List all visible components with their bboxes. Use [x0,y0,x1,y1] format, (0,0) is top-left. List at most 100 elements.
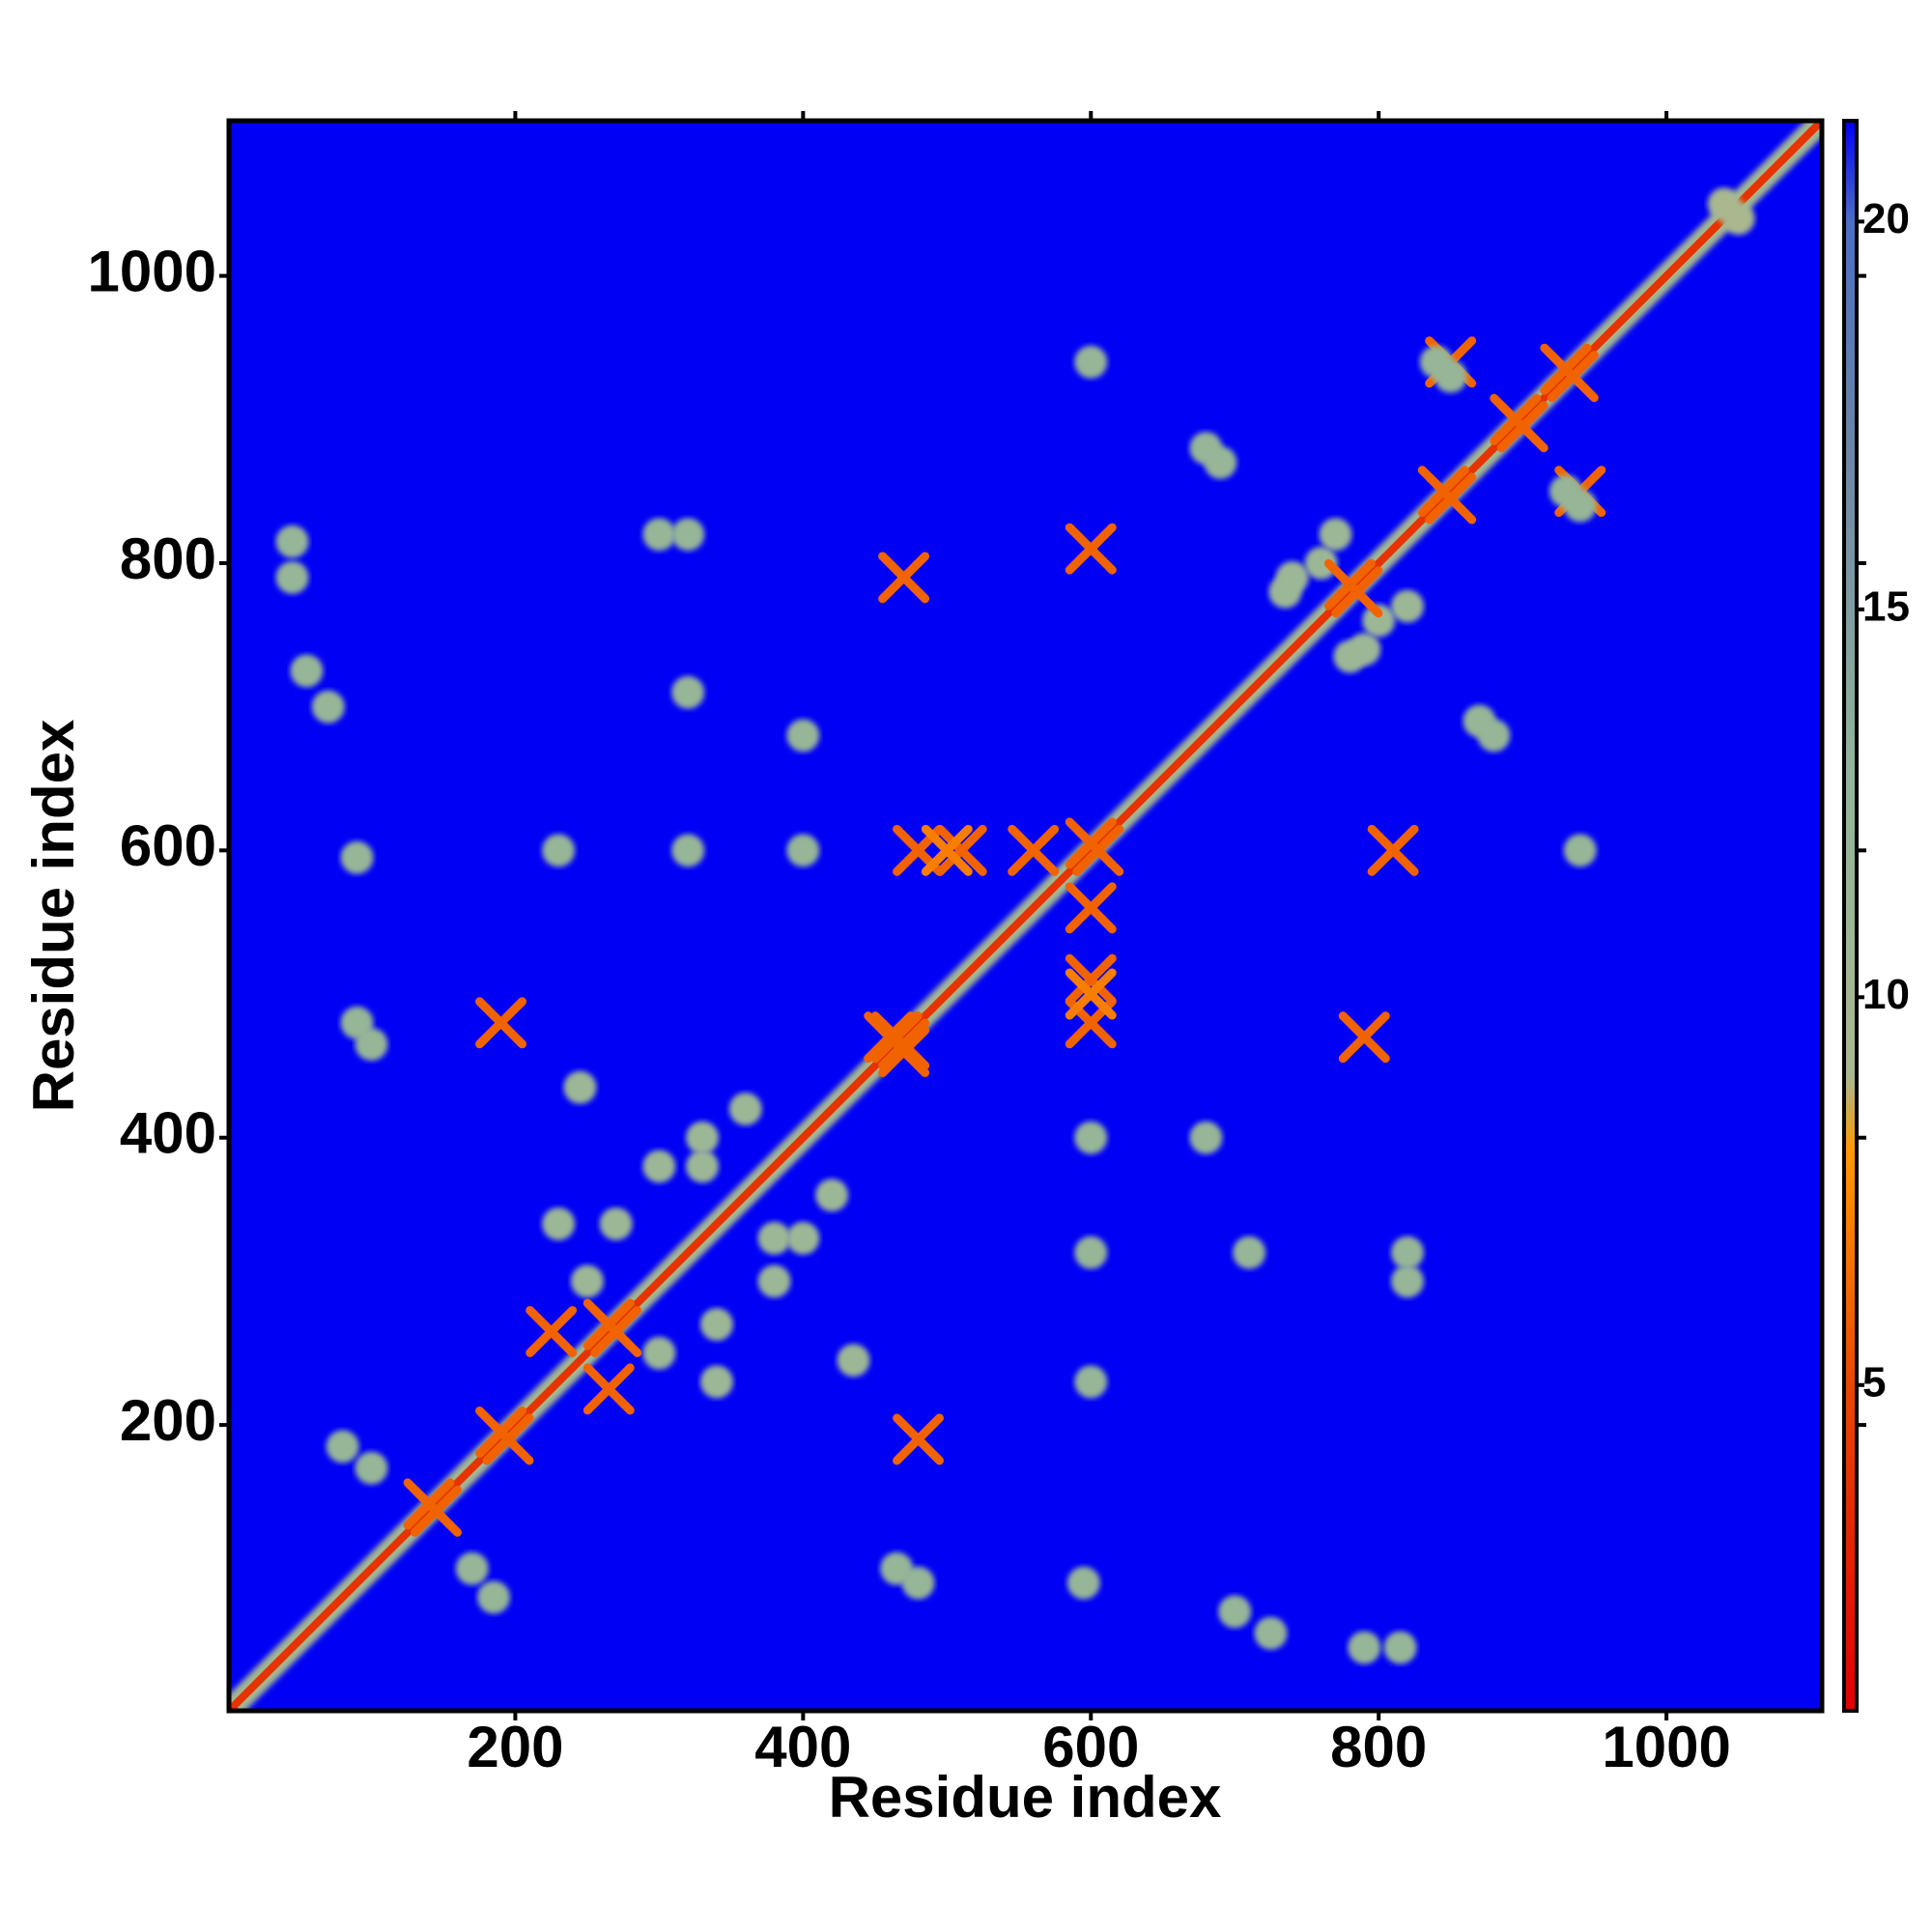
contact-cross [590,1305,642,1357]
contact-blob [1218,1595,1252,1629]
contact-blob [1419,345,1453,379]
plot-frame [226,118,1825,1714]
contact-blob [1721,202,1755,236]
colorbar-tick-label: 15 [1862,582,1910,630]
contact-blob [880,1551,914,1585]
contact-blob [355,1451,388,1485]
contact-blob [355,1028,388,1062]
contact-blob [455,1551,489,1585]
contact-blob [1319,518,1352,552]
y-tick-label: 400 [120,1101,216,1166]
contact-cross [1331,566,1383,618]
contact-blob [1390,1264,1424,1298]
contact-blob [1383,1631,1417,1664]
contact-cross [411,1485,463,1537]
contact-blob [1348,633,1381,667]
contact-blob [542,834,576,867]
contact-blob [563,1070,597,1104]
colorbar-tick-label: 20 [1862,195,1910,242]
contact-cross [1065,523,1117,575]
colorbar-tick-label: 10 [1862,971,1910,1018]
contact-cross [1338,1011,1390,1064]
contact-blob [1362,604,1396,638]
contact-blob [1390,1236,1424,1269]
contact-blob [542,1207,576,1240]
contact-cross [582,1363,635,1415]
contact-cross [1072,824,1124,876]
y-tick-label: 600 [120,813,216,878]
contact-blob [1390,589,1424,623]
contact-blob [1074,1236,1108,1269]
contact-blob [477,1580,511,1614]
contact-blob [686,1121,720,1154]
contact-blob [671,675,705,709]
contact-blob [1563,489,1597,523]
contact-blob [1066,1566,1100,1600]
contact-blob [699,1308,733,1342]
contact-cross [1367,824,1419,876]
contact-blob [757,1264,791,1298]
contact-blob [290,654,324,688]
contact-blob [786,834,820,867]
x-tick-label: 200 [467,1715,563,1779]
contact-cross [1065,882,1117,934]
y-tick-label: 200 [120,1388,216,1453]
contact-blob [728,1092,762,1125]
contact-cross [1547,351,1599,403]
contact-cross [1496,401,1548,453]
contact-cross [482,1413,534,1465]
contact-cross [878,1026,930,1078]
x-tick-label: 600 [1042,1715,1139,1779]
contact-blob [642,1150,676,1183]
contact-blob [599,1207,633,1240]
x-axis-title: Residue index [829,1765,1222,1830]
contact-blob [1348,1631,1381,1664]
contact-blob [1074,1121,1108,1154]
contact-blob [1074,345,1108,379]
map-layer [229,121,1822,1711]
contact-blob [786,719,820,753]
contact-blob [1463,704,1496,738]
contact-blob [642,518,676,552]
x-tick-label: 400 [754,1715,851,1779]
contact-cross [1425,472,1477,525]
contact-blob [671,518,705,552]
contact-blob [1074,1365,1108,1399]
colorbar-tick-label: 5 [1862,1358,1886,1406]
contact-blob [686,1150,720,1183]
contact-blob [1204,445,1237,479]
contact-cross [526,1305,578,1357]
contact-cross [878,1018,930,1070]
colorbar [1842,119,1859,1713]
contact-blob [815,1179,849,1212]
contact-blob [326,1430,359,1463]
contact-cross [1065,968,1117,1020]
contact-blob [1254,1616,1288,1650]
x-tick-label: 1000 [1602,1715,1730,1779]
diagonal [229,121,1822,1711]
contact-blob [1563,834,1597,867]
contact-cross [475,997,527,1049]
contact-cross [878,552,930,604]
contact-blob [1304,546,1338,580]
contact-cross [1008,824,1060,876]
contact-blob [311,690,345,724]
contact-cross [935,824,987,876]
contact-blob [1275,560,1309,594]
contact-blob [1233,1236,1266,1269]
contact-cross [921,824,973,876]
contact-blob [757,1221,791,1255]
y-tick-label: 800 [120,526,216,591]
y-axis-title: Residue index [21,720,86,1113]
contact-blob [275,560,309,594]
contact-blob [786,1221,820,1255]
x-tick-label: 800 [1330,1715,1427,1779]
contact-blob [837,1344,870,1378]
contact-blob [1189,1121,1223,1154]
contact-cross [1065,953,1117,1006]
contact-blob [340,840,374,874]
contact-blob [275,525,309,558]
contact-blob [570,1264,604,1298]
contact-cross [893,1413,945,1465]
